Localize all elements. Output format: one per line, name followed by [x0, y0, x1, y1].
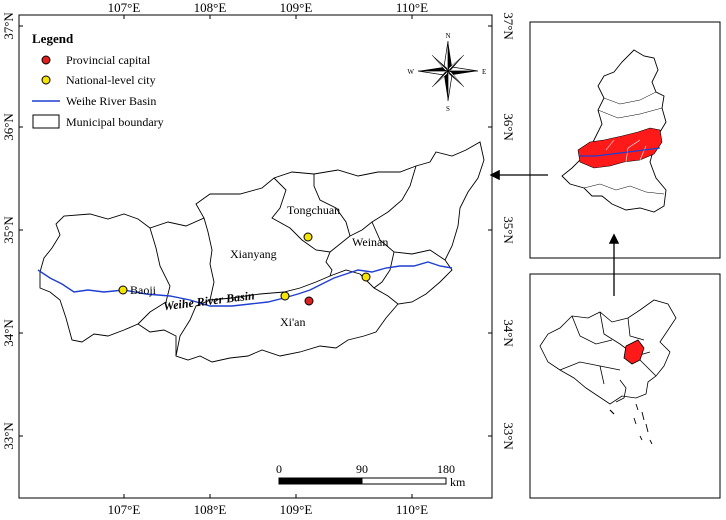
xian-label: Xi'an — [280, 315, 306, 329]
lat-ticks — [19, 25, 492, 437]
xian-marker — [304, 296, 314, 306]
scale-unit: km — [450, 475, 466, 489]
scale-label: 180 — [437, 462, 455, 476]
weihe-river — [37, 261, 453, 307]
legend-label: Provincial capital — [66, 53, 151, 67]
legend-symbol-city — [41, 75, 51, 85]
bottom-lon-label: 107°E — [108, 502, 141, 517]
scale-bar: 0 90 180 km — [276, 462, 466, 489]
right-lat-label: 34°N — [501, 319, 516, 347]
weinan-marker — [361, 272, 371, 282]
legend-symbol-capital — [41, 55, 51, 65]
river-label: Weihe River Basin — [163, 288, 256, 313]
left-lat-label: 33°N — [1, 422, 16, 450]
top-lon-label: 108°E — [194, 0, 227, 15]
compass-w: W — [407, 68, 414, 76]
shaanxi-inset-map — [561, 49, 667, 213]
municipal-boundaries — [39, 141, 485, 363]
xianyang-label: Xianyang — [230, 247, 277, 261]
legend-title: Legend — [32, 31, 74, 46]
bottom-lon-label: 109°E — [280, 502, 313, 517]
compass-rose: N S E W — [407, 32, 486, 113]
compass-n: N — [445, 32, 450, 40]
scale-label: 90 — [356, 462, 368, 476]
compass-e: E — [482, 68, 486, 76]
legend-label: National-level city — [66, 73, 156, 87]
left-lat-label: 37°N — [1, 12, 16, 40]
top-lon-label: 109°E — [280, 0, 313, 15]
china-inset-frame — [529, 273, 721, 499]
compass-s: S — [446, 105, 450, 113]
top-lon-label: 110°E — [396, 0, 428, 15]
right-lat-label: 33°N — [501, 422, 516, 450]
shaanxi-inset-frame — [529, 21, 721, 259]
top-lon-label: 107°E — [108, 0, 141, 15]
right-lat-label: 37°N — [501, 12, 516, 40]
china-inset-map — [539, 299, 677, 445]
legend: Legend Provincial capital National-level… — [32, 31, 164, 129]
bottom-lon-label: 110°E — [396, 502, 428, 517]
lon-ticks — [123, 15, 413, 498]
xianyang-marker — [280, 291, 290, 301]
legend-label: Weihe River Basin — [66, 94, 156, 108]
main-map-frame — [18, 14, 493, 499]
weinan-label: Weinan — [352, 235, 388, 249]
right-lat-label: 35°N — [501, 216, 516, 244]
legend-label: Municipal boundary — [66, 115, 164, 129]
tongchuan-label: Tongchuan — [287, 203, 340, 217]
bottom-lon-label: 108°E — [194, 502, 227, 517]
left-lat-label: 34°N — [1, 319, 16, 347]
baoji-marker — [118, 285, 128, 295]
scale-label: 0 — [276, 462, 282, 476]
left-lat-label: 35°N — [1, 216, 16, 244]
legend-symbol-boundary — [32, 114, 60, 129]
right-lat-label: 36°N — [501, 113, 516, 141]
baoji-label: Baoji — [130, 283, 157, 297]
tongchuan-marker — [303, 232, 313, 242]
shaanxi-region — [623, 339, 645, 365]
left-lat-label: 36°N — [1, 113, 16, 141]
